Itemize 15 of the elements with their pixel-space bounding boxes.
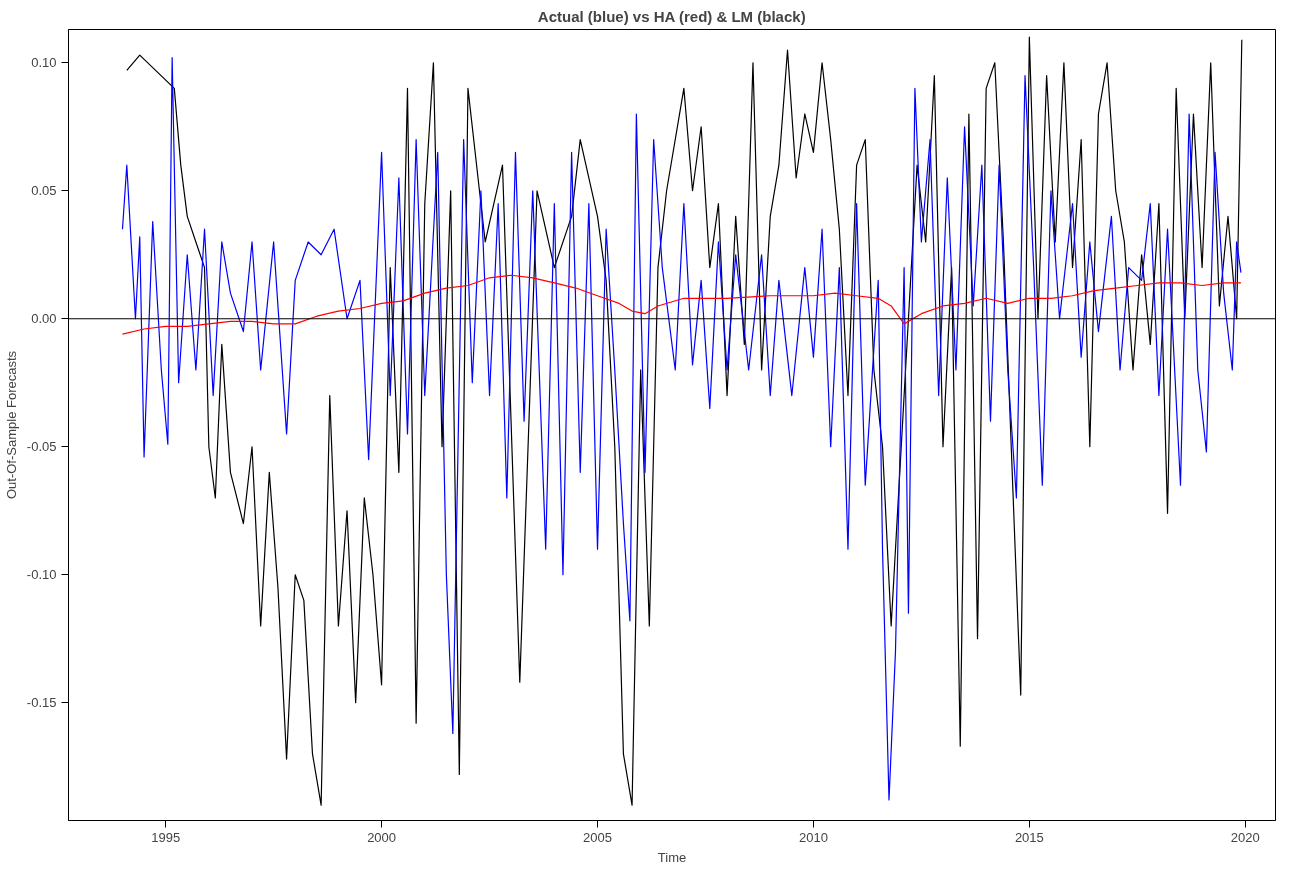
y-tick-label: -0.05 [26, 439, 57, 455]
x-tick-label: 2000 [367, 829, 397, 845]
y-tick-label: -0.10 [26, 567, 57, 583]
y-tick-label: 0.10 [31, 55, 57, 71]
x-axis-title: Time [657, 849, 687, 865]
y-tick-label: 0.00 [31, 311, 57, 327]
x-tick-label: 2005 [583, 829, 612, 845]
y-tick-label: -0.15 [26, 695, 57, 711]
y-tick-label: 0.05 [31, 183, 57, 199]
x-tick-label: 2015 [1014, 829, 1044, 845]
x-tick-label: 2020 [1230, 829, 1260, 845]
x-tick-label: 1995 [151, 829, 181, 845]
chart-title: Actual (blue) vs HA (red) & LM (black) [537, 7, 806, 25]
x-tick-label: 2010 [798, 829, 828, 845]
y-axis-title: Out-Of-Sample Forecasts [3, 350, 19, 500]
